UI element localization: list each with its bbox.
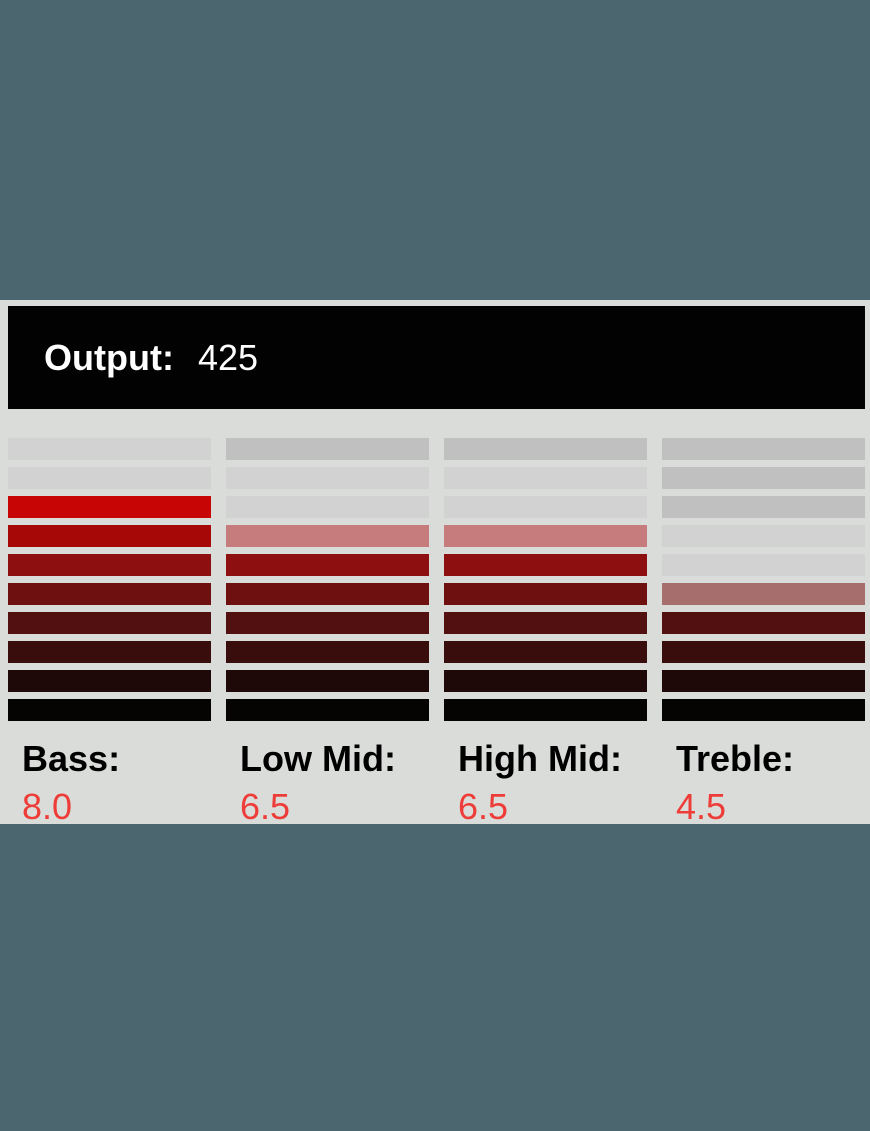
meter-segment-treble-1[interactable] bbox=[662, 438, 865, 460]
meter-segment-high-mid-8[interactable] bbox=[444, 641, 647, 663]
meter-segment-high-mid-4[interactable] bbox=[444, 525, 647, 547]
eq-band-low-mid: Low Mid: 6.5 bbox=[226, 438, 429, 828]
meter-segment-low-mid-7[interactable] bbox=[226, 612, 429, 634]
meter-segment-low-mid-1[interactable] bbox=[226, 438, 429, 460]
meter-low-mid bbox=[226, 438, 429, 721]
band-value-low-mid: 6.5 bbox=[240, 786, 291, 828]
meter-segment-low-mid-4[interactable] bbox=[226, 525, 429, 547]
meter-segment-low-mid-6[interactable] bbox=[226, 583, 429, 605]
meter-segment-bass-5[interactable] bbox=[8, 554, 211, 576]
meter-segment-high-mid-9[interactable] bbox=[444, 670, 647, 692]
output-display: Output: 425 bbox=[8, 306, 865, 409]
meter-segment-low-mid-3[interactable] bbox=[226, 496, 429, 518]
output-value: 425 bbox=[197, 336, 259, 378]
meter-segment-treble-7[interactable] bbox=[662, 612, 865, 634]
meter-segment-bass-1[interactable] bbox=[8, 438, 211, 460]
meter-segment-treble-8[interactable] bbox=[662, 641, 865, 663]
band-value-bass: 8.0 bbox=[22, 786, 73, 828]
meter-segment-bass-6[interactable] bbox=[8, 583, 211, 605]
meter-segment-high-mid-3[interactable] bbox=[444, 496, 647, 518]
band-label-treble: Treble: bbox=[676, 738, 795, 779]
eq-band-high-mid: High Mid: 6.5 bbox=[444, 438, 647, 828]
eq-panel: Output: 425 Bass: 8.0 Low Mid: 6.5 High Mid:… bbox=[0, 300, 870, 827]
meter-segment-low-mid-8[interactable] bbox=[226, 641, 429, 663]
meter-segment-bass-9[interactable] bbox=[8, 670, 211, 692]
eq-meters: Bass: 8.0 Low Mid: 6.5 High Mid: 6.5 Treble: 4.… bbox=[8, 438, 865, 827]
output-label: Output: bbox=[44, 336, 174, 378]
meter-segment-bass-8[interactable] bbox=[8, 641, 211, 663]
meter-segment-treble-2[interactable] bbox=[662, 467, 865, 489]
meter-segment-bass-10[interactable] bbox=[8, 699, 211, 721]
meter-segment-high-mid-7[interactable] bbox=[444, 612, 647, 634]
meter-bass bbox=[8, 438, 211, 721]
meter-segment-bass-7[interactable] bbox=[8, 612, 211, 634]
meter-segment-high-mid-10[interactable] bbox=[444, 699, 647, 721]
meter-segment-high-mid-5[interactable] bbox=[444, 554, 647, 576]
band-label-bass: Bass: bbox=[22, 738, 121, 779]
band-value-treble: 4.5 bbox=[676, 786, 727, 828]
meter-segment-treble-6[interactable] bbox=[662, 583, 865, 605]
meter-segment-high-mid-1[interactable] bbox=[444, 438, 647, 460]
eq-band-bass: Bass: 8.0 bbox=[8, 438, 211, 828]
meter-segment-low-mid-2[interactable] bbox=[226, 467, 429, 489]
meter-segment-bass-3[interactable] bbox=[8, 496, 211, 518]
band-label-low-mid: Low Mid: bbox=[240, 738, 396, 779]
meter-segment-treble-5[interactable] bbox=[662, 554, 865, 576]
meter-segment-low-mid-9[interactable] bbox=[226, 670, 429, 692]
meter-segment-high-mid-2[interactable] bbox=[444, 467, 647, 489]
meter-segment-low-mid-10[interactable] bbox=[226, 699, 429, 721]
meter-segment-bass-4[interactable] bbox=[8, 525, 211, 547]
meter-segment-treble-10[interactable] bbox=[662, 699, 865, 721]
meter-segment-treble-9[interactable] bbox=[662, 670, 865, 692]
meter-segment-high-mid-6[interactable] bbox=[444, 583, 647, 605]
meter-segment-bass-2[interactable] bbox=[8, 467, 211, 489]
meter-high-mid bbox=[444, 438, 647, 721]
band-value-high-mid: 6.5 bbox=[458, 786, 509, 828]
band-label-high-mid: High Mid: bbox=[458, 738, 622, 779]
meter-segment-treble-3[interactable] bbox=[662, 496, 865, 518]
meter-segment-low-mid-5[interactable] bbox=[226, 554, 429, 576]
meter-treble bbox=[662, 438, 865, 721]
meter-segment-treble-4[interactable] bbox=[662, 525, 865, 547]
eq-band-treble: Treble: 4.5 bbox=[662, 438, 865, 828]
